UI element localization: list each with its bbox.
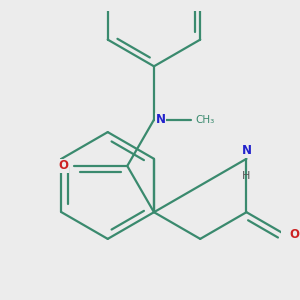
Text: N: N <box>155 113 166 126</box>
Text: N: N <box>242 144 251 157</box>
Text: H: H <box>242 171 250 181</box>
Text: O: O <box>58 160 68 172</box>
Text: O: O <box>290 228 299 242</box>
Text: CH₃: CH₃ <box>195 115 214 125</box>
